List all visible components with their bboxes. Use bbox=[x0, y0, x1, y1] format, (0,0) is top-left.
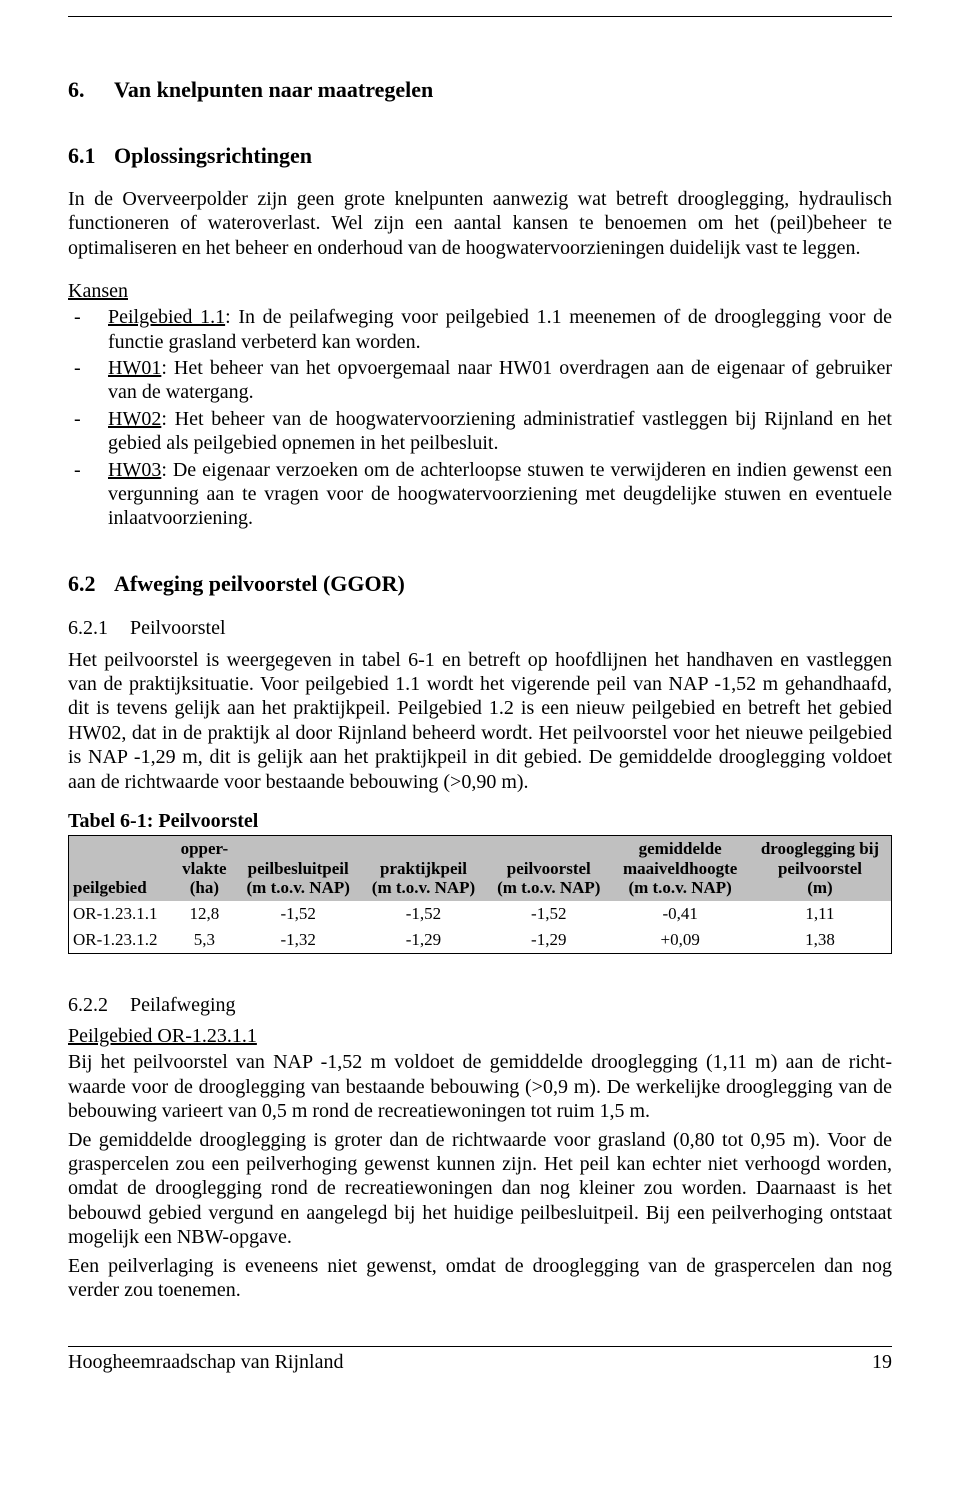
heading-6-2: 6.2Afweging peilvoorstel (GGOR) bbox=[68, 571, 892, 597]
kansen-3-text: : Het beheer van de hoogwatervoorziening… bbox=[108, 408, 892, 454]
heading-6-1-title: Oplossingsrichtingen bbox=[114, 143, 312, 168]
cell: -1,29 bbox=[361, 927, 486, 954]
cell: 1,38 bbox=[749, 927, 892, 954]
cell: -1,32 bbox=[236, 927, 361, 954]
heading-6-number: 6. bbox=[68, 77, 114, 103]
table-row: OR-1.23.1.1 12,8 -1,52 -1,52 -1,52 -0,41… bbox=[69, 901, 892, 927]
kansen-4-key: HW03 bbox=[108, 459, 161, 481]
cell: 5,3 bbox=[173, 927, 235, 954]
heading-6-title: Van knelpunten naar maatregelen bbox=[114, 77, 433, 102]
heading-6-2-2-title: Peilafweging bbox=[130, 994, 236, 1016]
col-maaiveldhoogte: gemiddeldemaaiveldhoogte(m t.o.v. NAP) bbox=[611, 836, 749, 901]
heading-6-1: 6.1Oplossingsrichtingen bbox=[68, 143, 892, 169]
kansen-3-key: HW02 bbox=[108, 408, 161, 430]
cell: -1,52 bbox=[486, 901, 611, 927]
cell: -1,52 bbox=[361, 901, 486, 927]
kansen-2-text: : Het beheer van het opvoergemaal naar H… bbox=[108, 357, 892, 403]
list-item: HW01: Het beheer van het opvoergemaal na… bbox=[68, 356, 892, 405]
kansen-2-key: HW01 bbox=[108, 357, 161, 379]
kansen-list: Peilgebied 1.1: In de peilafweging voor … bbox=[68, 305, 892, 531]
col-peilvoorstel: peilvoorstel(m t.o.v. NAP) bbox=[486, 836, 611, 901]
top-rule bbox=[68, 16, 892, 17]
para-6-1-intro: In de Overveerpolder zijn geen grote kne… bbox=[68, 187, 892, 260]
heading-6-2-2: 6.2.2Peilafweging bbox=[68, 994, 892, 1017]
cell: OR-1.23.1.2 bbox=[69, 927, 174, 954]
kansen-1-text: : In de peilafweging voor peilgebied 1.1… bbox=[108, 306, 892, 352]
table-row: OR-1.23.1.2 5,3 -1,32 -1,29 -1,29 +0,09 … bbox=[69, 927, 892, 954]
cell: OR-1.23.1.1 bbox=[69, 901, 174, 927]
list-item: HW02: Het beheer van de hoogwatervoorzie… bbox=[68, 407, 892, 456]
footer-page-number: 19 bbox=[872, 1351, 892, 1374]
heading-6-2-number: 6.2 bbox=[68, 571, 114, 597]
heading-6-2-title: Afweging peilvoorstel (GGOR) bbox=[114, 571, 405, 596]
table-6-1: peilgebied opper-vlakte(ha) peilbesluitp… bbox=[68, 835, 892, 954]
col-oppervlakte: opper-vlakte(ha) bbox=[173, 836, 235, 901]
para-6-2-2-c: Een peilverlaging is eveneens niet gewen… bbox=[68, 1254, 892, 1303]
heading-6: 6.Van knelpunten naar maatregelen bbox=[68, 77, 892, 103]
table-6-1-title: Tabel 6-1: Peilvoorstel bbox=[68, 810, 892, 833]
col-praktijkpeil: praktijkpeil(m t.o.v. NAP) bbox=[361, 836, 486, 901]
footer-rule bbox=[68, 1346, 892, 1347]
kansen-label: Kansen bbox=[68, 280, 892, 303]
heading-6-2-1-title: Peilvoorstel bbox=[130, 617, 226, 639]
footer-left: Hoogheemraadschap van Rijnland bbox=[68, 1351, 343, 1374]
cell: -0,41 bbox=[611, 901, 749, 927]
para-6-2-2-b: De gemiddelde drooglegging is groter dan… bbox=[68, 1128, 892, 1250]
col-drooglegging: drooglegging bijpeilvoorstel(m) bbox=[749, 836, 892, 901]
peilgebied-subheading: Peilgebied OR-1.23.1.1 bbox=[68, 1025, 892, 1048]
kansen-1-key: Peilgebied 1.1 bbox=[108, 306, 225, 328]
heading-6-1-number: 6.1 bbox=[68, 143, 114, 169]
cell: +0,09 bbox=[611, 927, 749, 954]
col-peilgebied: peilgebied bbox=[69, 836, 174, 901]
cell: 1,11 bbox=[749, 901, 892, 927]
col-peilbesluitpeil: peilbesluitpeil(m t.o.v. NAP) bbox=[236, 836, 361, 901]
list-item: Peilgebied 1.1: In de peilafweging voor … bbox=[68, 305, 892, 354]
para-6-2-2-a: Bij het peilvoorstel van NAP -1,52 m vol… bbox=[68, 1050, 892, 1123]
heading-6-2-1: 6.2.1Peilvoorstel bbox=[68, 617, 892, 640]
para-6-2-1: Het peilvoorstel is weergegeven in tabel… bbox=[68, 648, 892, 794]
cell: 12,8 bbox=[173, 901, 235, 927]
heading-6-2-1-number: 6.2.1 bbox=[68, 617, 130, 640]
kansen-4-text: : De eigenaar verzoeken om de achterloop… bbox=[108, 459, 892, 530]
document-page: 6.Van knelpunten naar maatregelen 6.1Opl… bbox=[0, 0, 960, 1404]
list-item: HW03: De eigenaar verzoeken om de achter… bbox=[68, 458, 892, 531]
page-footer: Hoogheemraadschap van Rijnland 19 bbox=[68, 1346, 892, 1374]
heading-6-2-2-number: 6.2.2 bbox=[68, 994, 130, 1017]
table-header-row: peilgebied opper-vlakte(ha) peilbesluitp… bbox=[69, 836, 892, 901]
cell: -1,52 bbox=[236, 901, 361, 927]
cell: -1,29 bbox=[486, 927, 611, 954]
